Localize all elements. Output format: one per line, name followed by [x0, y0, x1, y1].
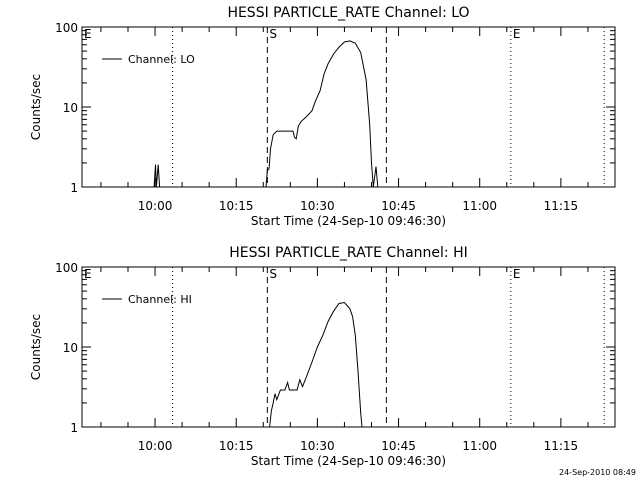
chart2-legend-label: Channel: HI — [128, 293, 192, 306]
chart2-marker-label: E — [513, 267, 521, 281]
chart1-y-axis-label: Counts/sec — [29, 74, 43, 140]
chart2-y-tick-label: 1 — [70, 421, 78, 435]
chart1-y-tick-label: 1 — [70, 181, 78, 195]
chart1-legend-label: Channel: LO — [128, 53, 195, 66]
chart1-marker-label: E — [513, 27, 521, 41]
chart2-x-tick-label: 11:00 — [462, 439, 497, 453]
chart1-y-tick-label: 100 — [55, 21, 78, 35]
chart1-x-tick-label: 10:00 — [138, 199, 173, 213]
chart2-marker-label: S — [269, 267, 277, 281]
chart2-y-tick-label: 10 — [63, 341, 78, 355]
date-stamp: 24-Sep-2010 08:49 — [559, 468, 636, 477]
chart2-x-tick-label: 10:45 — [381, 439, 416, 453]
chart1-x-tick-label: 11:15 — [544, 199, 579, 213]
chart1-x-tick-label: 10:30 — [300, 199, 335, 213]
chart1-marker-label: E — [84, 27, 92, 41]
chart1-x-tick-label: 11:00 — [462, 199, 497, 213]
chart2-x-tick-label: 10:00 — [138, 439, 173, 453]
chart2-x-tick-label: 10:30 — [300, 439, 335, 453]
chart1-series-line — [153, 40, 379, 188]
chart2-y-tick-label: 100 — [55, 261, 78, 275]
chart2-series-line — [269, 301, 363, 428]
chart1-x-tick-label: 10:15 — [219, 199, 254, 213]
chart2-x-tick-label: 10:15 — [219, 439, 254, 453]
chart1-x-axis-label: Start Time (24-Sep-10 09:46:30) — [251, 214, 446, 228]
chart2-title: HESSI PARTICLE_RATE Channel: HI — [229, 245, 467, 261]
chart1-x-tick-label: 10:45 — [381, 199, 416, 213]
chart1-title: HESSI PARTICLE_RATE Channel: LO — [227, 5, 469, 21]
chart2-x-tick-label: 11:15 — [544, 439, 579, 453]
chart1-marker-label: S — [269, 27, 277, 41]
chart2-x-axis-label: Start Time (24-Sep-10 09:46:30) — [251, 454, 446, 468]
chart2-y-axis-label: Counts/sec — [29, 314, 43, 380]
chart1-y-tick-label: 10 — [63, 101, 78, 115]
chart2-marker-label: E — [84, 267, 92, 281]
